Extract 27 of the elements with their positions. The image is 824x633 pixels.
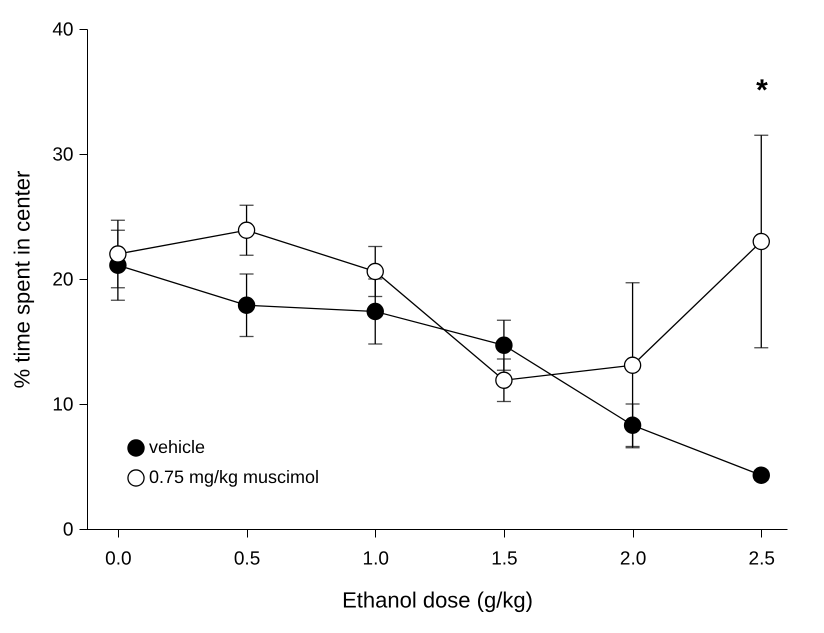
x-tick-label: 0.0 — [105, 548, 132, 570]
y-tick-label: 0 — [62, 520, 74, 540]
point — [495, 372, 513, 389]
point — [624, 416, 642, 434]
y-tick-label: 40 — [52, 20, 74, 40]
point — [366, 262, 384, 280]
point — [495, 336, 513, 354]
point — [238, 296, 256, 314]
annotation: * — [756, 74, 768, 107]
legend-label: vehicle — [149, 437, 206, 457]
x-tick-label: 2.0 — [620, 548, 646, 570]
legend-label: 0.75 mg/kg muscimol — [149, 467, 320, 487]
y-tick-label: 30 — [52, 144, 74, 166]
point — [752, 466, 770, 484]
x-axis-title: Ethanol dose (g/kg) — [342, 588, 533, 612]
point — [752, 232, 770, 250]
point — [366, 302, 384, 320]
y-axis-title: % time spent in center — [9, 170, 34, 388]
point — [624, 356, 642, 374]
x-tick-label: 0.5 — [234, 548, 260, 570]
y-tick-label: 20 — [52, 270, 74, 290]
point — [109, 245, 127, 263]
x-tick-label: 2.5 — [748, 548, 775, 570]
x-tick-label: 1.0 — [362, 548, 389, 570]
y-tick-label: 10 — [52, 394, 74, 416]
x-tick-label: 1.5 — [491, 548, 518, 570]
point — [238, 222, 256, 239]
